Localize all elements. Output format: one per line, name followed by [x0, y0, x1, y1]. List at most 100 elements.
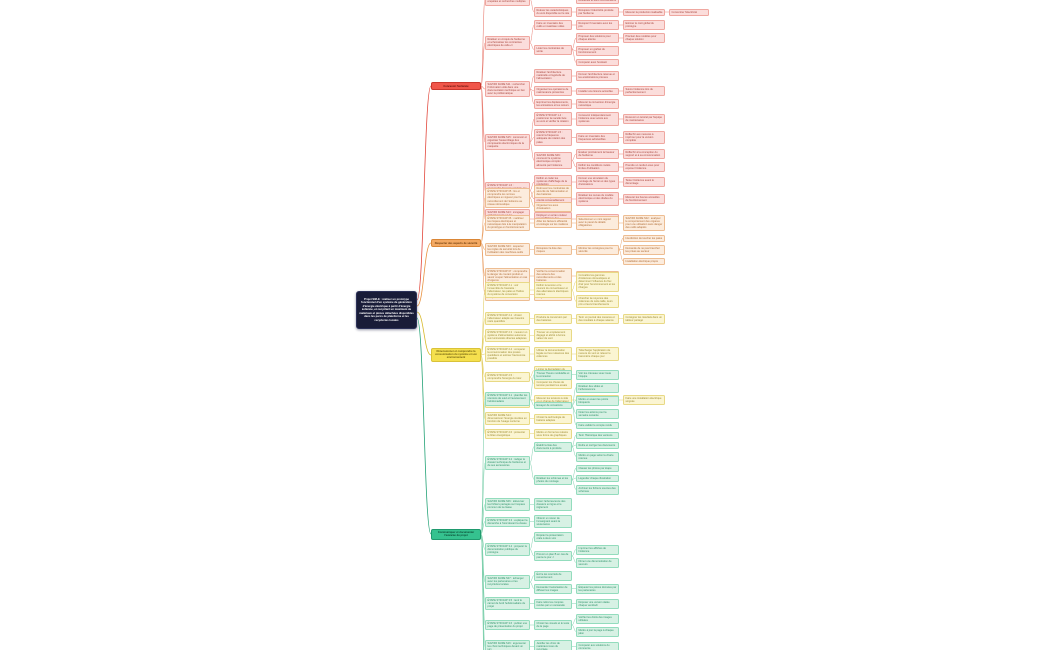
mindmap-node[interactable]: Réaliser les schémas et les photos du mo…: [534, 474, 572, 485]
mindmap-node[interactable]: Réaliser un croquis de l'éolienne et sch…: [485, 36, 530, 50]
mindmap-node[interactable]: Montrer les consignes pour la sécurité: [576, 244, 619, 255]
mindmap-node[interactable]: ÉTAPE STR RAP 3.3 : expliquer la démarch…: [485, 516, 530, 527]
mindmap-node[interactable]: Imprimer les affiches de l'éolienne: [576, 544, 619, 555]
mindmap-node[interactable]: Donner l'architecture retenue et les amé…: [576, 71, 619, 82]
mindmap-node[interactable]: Réaliser l'architecture matérielle et lo…: [534, 69, 572, 83]
mindmap-node[interactable]: Faire un inventaire des fréquences admis…: [576, 132, 619, 143]
mindmap-node[interactable]: ÉTAPE STR RAP 2.2 : choisir l'alternateu…: [485, 311, 530, 326]
mindmap-node[interactable]: ÉTAPE STR RAP 2.3 : mesurer un système d…: [485, 328, 530, 343]
mindmap-node[interactable]: Chercher la moyenne des éoliennes de cet…: [576, 294, 619, 309]
mindmap-node[interactable]: Prendre un rendez-vous pour exposer l'éo…: [623, 162, 665, 173]
mindmap-node[interactable]: Suivre l'éolienne lors du perfectionneme…: [623, 86, 665, 97]
mindmap-node[interactable]: Voir les créneaux avec toute l'équipe: [576, 369, 619, 380]
mindmap-node[interactable]: Trouver l'heure modulable et la connexio…: [534, 369, 572, 380]
mindmap-node[interactable]: Mesurer les heures annuelles de fonction…: [623, 194, 665, 205]
mindmap-node[interactable]: Mettre en forme les relevés sous forme d…: [534, 428, 572, 439]
mindmap-node[interactable]: Établir la liste des documents à produir…: [534, 441, 572, 452]
mindmap-node[interactable]: Demande de ne pas brancher les prises au…: [623, 244, 665, 255]
mindmap-node[interactable]: SAVOIR FAIRE S14 : dimensionner l'énergi…: [485, 411, 530, 426]
mindmap-node[interactable]: Réfléchir aux mesures à imprimer pour la…: [623, 130, 665, 145]
mindmap-node[interactable]: ÉTAPE STR RAP 2.4 : comparer la consomma…: [485, 345, 530, 363]
mindmap-node[interactable]: Installation électrique propre: [623, 257, 665, 265]
mindmap-node[interactable]: ÉTAPE STR RAP 2.5 : comprendre l'énergie…: [485, 372, 530, 383]
branch-header[interactable]: Communiquer et documenter l'avancée du p…: [431, 528, 481, 540]
mindmap-node[interactable]: Allier les facteurs efficacité et écolog…: [534, 218, 572, 229]
mindmap-node[interactable]: Lister les contraintes de sortie: [534, 44, 572, 55]
mindmap-node[interactable]: Connaître les gammes d'éoliennes domesti…: [576, 271, 619, 292]
mindmap-node[interactable]: Organiser les opérations de maintenance …: [534, 86, 572, 97]
mindmap-node[interactable]: SAVOIR FAIRE S03 : respecter les règles …: [485, 242, 530, 257]
mindmap-node[interactable]: Filmer une démonstration de secours: [576, 557, 619, 568]
mindmap-node[interactable]: Télécharger l'application de mesure du v…: [576, 347, 619, 361]
mindmap-node[interactable]: Choisir la technologie de batterie adapt…: [534, 413, 572, 424]
mindmap-node[interactable]: ÉTAPE STR RAP 1.5 : retenir la fréquence…: [534, 129, 572, 146]
mindmap-node[interactable]: Retrouver les contraintes de sécurité de…: [534, 184, 572, 199]
mindmap-node[interactable]: Mesurer la production réalisable: [623, 8, 665, 16]
mindmap-node[interactable]: Mettre en avant les solutions existantes…: [576, 0, 619, 5]
mindmap-node[interactable]: Relever les caractéristiques du vent dis…: [534, 7, 572, 18]
mindmap-node[interactable]: SAVOIR FAIRE S11 : rechercher l'informat…: [485, 80, 530, 98]
mindmap-node[interactable]: Faire un inventaire des outils et matéri…: [534, 20, 572, 31]
mindmap-node[interactable]: Prévoir un plan B en cas de panne le jou…: [534, 551, 572, 562]
central-topic[interactable]: Projet SI2LE : réaliser un prototype fon…: [356, 291, 417, 329]
mindmap-node[interactable]: Répéter la présentation orale à deux voi…: [534, 531, 572, 542]
mindmap-node[interactable]: Donner une simulation du montage de l'éc…: [576, 175, 619, 189]
mindmap-node[interactable]: ÉTAPE STR RAP 06 : maîtriser les risques…: [485, 214, 530, 232]
mindmap-node[interactable]: Transcrire et reformuler l'attente clien…: [485, 0, 530, 6]
mindmap-node[interactable]: SAVOIR FAIRE S07 : échanger avec les par…: [485, 575, 530, 589]
mindmap-node[interactable]: Noter les actions pour la semaine suivan…: [576, 408, 619, 419]
mindmap-node[interactable]: Concentrer l'électricité: [669, 8, 709, 16]
mindmap-node[interactable]: SAVOIR FAIRE S06 : téléverser les fichie…: [485, 497, 530, 512]
mindmap-node[interactable]: Utiliser la documentation légale sur les…: [534, 347, 572, 361]
mindmap-node[interactable]: Écrire les courriels de remerciement: [534, 570, 572, 581]
mindmap-node[interactable]: Mettre en avant les points bloquants: [576, 395, 619, 406]
mindmap-node[interactable]: Installer une licence accordée: [576, 87, 619, 95]
mindmap-node[interactable]: Essayer de convaincre: [534, 402, 572, 410]
mindmap-node[interactable]: Mettre à jour la page à chaque jalon: [576, 626, 619, 637]
branch-header[interactable]: Dimensionner et comprendre la consommati…: [431, 347, 481, 363]
mindmap-node[interactable]: Consigner les résultats dans un tableur …: [623, 313, 665, 324]
mindmap-node[interactable]: Comparer avec l'existant: [576, 59, 619, 67]
mindmap-node[interactable]: Tenir l'historique des versions: [576, 431, 619, 439]
mindmap-node[interactable]: Définir la tension et le courant du conv…: [534, 281, 572, 299]
mindmap-node[interactable]: Choisir les visuels et le texte de la pa…: [534, 620, 572, 631]
mindmap-node[interactable]: Définir les conditions météo limites d'u…: [576, 162, 619, 173]
mindmap-node[interactable]: Légender chaque illustration: [576, 474, 619, 482]
mindmap-node[interactable]: Demander l'autorisation de diffuser les …: [534, 583, 572, 594]
mindmap-node[interactable]: Proposer un grafcet du fonctionnement: [576, 46, 619, 57]
mindmap-node[interactable]: SAVOIR FAIRE S16 : argumenter les choix …: [485, 639, 530, 650]
branch-header[interactable]: Concevoir l'éolienne: [431, 82, 481, 91]
mindmap-node[interactable]: Réfléchir à la conception du support et …: [623, 149, 665, 160]
mindmap-node[interactable]: Faire relire les comptes rendus par un c…: [534, 598, 572, 609]
mindmap-node[interactable]: ÉTAPE STR RAP 1.4 : positionner la nacel…: [534, 112, 572, 126]
mindmap-node[interactable]: Évaluer précisément la hauteur de l'éoli…: [576, 149, 619, 160]
mindmap-node[interactable]: Classer les photos par étape: [576, 464, 619, 472]
mindmap-node[interactable]: Récupérer l'électricité produite par l'é…: [576, 7, 619, 18]
mindmap-node[interactable]: Récupérer la liste des risques: [534, 244, 572, 255]
mindmap-node[interactable]: Vérifier les droits des images utilisées: [576, 613, 619, 624]
mindmap-node[interactable]: Interdiction de toucher les pales: [623, 234, 665, 242]
mindmap-node[interactable]: ÉTAPE STR RAP 05 : lire et comprendre le…: [485, 188, 530, 209]
mindmap-node[interactable]: Sélectionner un mini rapport avec le pan…: [576, 216, 619, 230]
mindmap-node[interactable]: Exprimer les déplacements, les animation…: [534, 99, 572, 110]
branch-header[interactable]: Respecter des aspects de sécurité: [431, 239, 481, 248]
mindmap-node[interactable]: Faire une installation électrique soigné…: [623, 395, 665, 406]
mindmap-node[interactable]: SAVOIR FAIRE S09 : concevoir le système …: [534, 152, 572, 169]
mindmap-node[interactable]: Relire et corriger les documents: [576, 441, 619, 449]
mindmap-node[interactable]: Préciser des modèles pour chaque solutio…: [623, 33, 665, 44]
mindmap-node[interactable]: ÉTAPE STR RAP 3.1 : planifier les réunio…: [485, 392, 530, 406]
mindmap-node[interactable]: Tenir un journal des mesures et des résu…: [576, 313, 619, 324]
mindmap-node[interactable]: ÉTAPE STR RAP 3.5 : tenir le carnet de b…: [485, 596, 530, 611]
mindmap-node[interactable]: SAVOIR FAIRE S15 : concevoir et organise…: [485, 133, 530, 151]
mindmap-node[interactable]: ÉTAPE STR RAP 2.6 : présenter le bilan é…: [485, 428, 530, 439]
mindmap-node[interactable]: Concevoir indépendamment l'éolienne avec…: [576, 112, 619, 126]
mindmap-node[interactable]: Comparer les chutes de tension pendant l…: [534, 378, 572, 389]
mindmap-node[interactable]: ÉTAPE STR RAP 3.2 : rédiger le dossier t…: [485, 456, 530, 470]
mindmap-node[interactable]: Produire la conversion par des batteries: [534, 313, 572, 324]
mindmap-node[interactable]: Recevoir un tutoriel par l'équipe de mai…: [623, 114, 665, 125]
mindmap-node[interactable]: Proposer des solutions pour chaque atten…: [576, 33, 619, 44]
mindmap-node[interactable]: ÉTAPE STR RAP 2.1 : voir l'ensemble de l…: [485, 281, 530, 299]
mindmap-node[interactable]: SAVOIR FAIRE S02 : analyser le comportem…: [623, 214, 665, 232]
mindmap-node[interactable]: Comparer aux solutions du commerce: [576, 641, 619, 650]
mindmap-node[interactable]: Tester l'éolienne avant le démontage: [623, 177, 665, 188]
